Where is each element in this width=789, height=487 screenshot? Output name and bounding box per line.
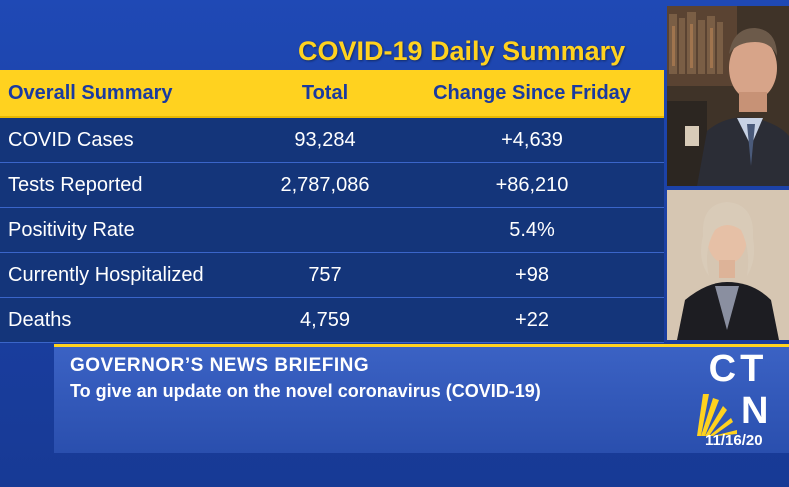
table-row: Tests Reported 2,787,086 +86,210 <box>0 163 664 208</box>
table-row: Currently Hospitalized 757 +98 <box>0 253 664 298</box>
interpreter-image <box>667 190 789 340</box>
row-total: 4,759 <box>299 308 351 331</box>
row-change: +4,639 <box>501 128 563 151</box>
row-label: Positivity Rate <box>8 218 135 241</box>
ctn-logo-top: CT <box>708 348 768 390</box>
governor-image <box>667 6 789 186</box>
broadcast-date: 11/16/20 <box>705 432 763 449</box>
row-label: Currently Hospitalized <box>8 263 204 286</box>
table-header: Overall Summary Total Change Since Frida… <box>0 70 664 118</box>
governor-video-feed <box>667 6 789 186</box>
row-total: 757 <box>308 263 342 286</box>
row-label: COVID Cases <box>8 128 134 151</box>
row-change: 5.4% <box>509 218 555 241</box>
row-change: +22 <box>515 308 549 331</box>
table-row: Positivity Rate 5.4% <box>0 208 664 253</box>
summary-title: COVID-19 Daily Summary <box>298 36 626 66</box>
ticker-subline: To give an update on the novel coronavir… <box>70 381 541 401</box>
row-total: 93,284 <box>294 128 356 151</box>
header-total: Total <box>301 81 349 104</box>
header-overall-summary: Overall Summary <box>8 81 173 104</box>
sunburst-icon <box>697 394 737 436</box>
row-change: +86,210 <box>495 173 569 196</box>
ctn-logo: CT N <box>697 348 779 458</box>
header-change: Change Since Friday <box>433 81 631 104</box>
table-row: COVID Cases 93,284 +4,639 <box>0 118 664 163</box>
ctn-logo-bottom: N <box>741 390 769 432</box>
table-row: Deaths 4,759 +22 <box>0 298 664 343</box>
ticker-headline: GOVERNOR’S NEWS BRIEFING <box>70 355 370 376</box>
row-total: 2,787,086 <box>280 173 370 196</box>
row-label: Tests Reported <box>8 173 143 196</box>
summary-table: Overall Summary Total Change Since Frida… <box>0 70 664 343</box>
interpreter-video-feed <box>667 190 789 340</box>
row-label: Deaths <box>8 308 72 331</box>
row-change: +98 <box>515 263 549 286</box>
news-ticker: GOVERNOR’S NEWS BRIEFING To give an upda… <box>54 344 789 453</box>
